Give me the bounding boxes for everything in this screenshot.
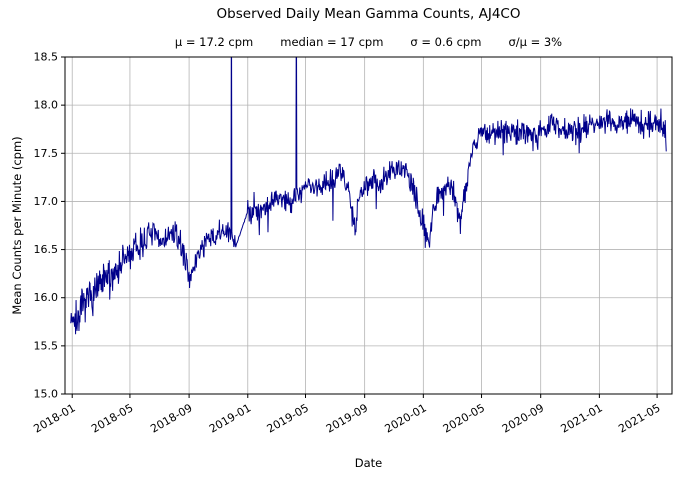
data-series-line — [70, 57, 667, 335]
svg-text:15.5: 15.5 — [34, 339, 59, 352]
stat-median: median = 17 cpm — [280, 35, 384, 49]
svg-text:16.0: 16.0 — [34, 291, 59, 304]
svg-text:2019-01: 2019-01 — [207, 401, 253, 435]
stat-mean: μ = 17.2 cpm — [174, 35, 254, 49]
chart-stats-line: μ = 17.2 cpm median = 17 cpm σ = 0.6 cpm… — [65, 35, 672, 49]
chart-title: Observed Daily Mean Gamma Counts, AJ4CO — [216, 6, 521, 22]
x-axis-label: Date — [354, 456, 383, 470]
gridlines — [65, 56, 672, 395]
svg-text:18.5: 18.5 — [34, 51, 59, 64]
svg-text:2018-01: 2018-01 — [31, 401, 77, 435]
svg-text:2018-05: 2018-05 — [89, 401, 135, 435]
axes-frame — [64, 56, 673, 395]
svg-text:2019-05: 2019-05 — [265, 401, 311, 435]
stat-sigma-over-mu: σ/μ = 3% — [508, 35, 563, 49]
svg-text:2021-05: 2021-05 — [616, 401, 662, 435]
svg-text:15.0: 15.0 — [34, 388, 59, 401]
svg-text:2021-01: 2021-01 — [559, 401, 605, 435]
stat-sigma: σ = 0.6 cpm — [410, 35, 482, 49]
svg-text:18.0: 18.0 — [34, 99, 59, 112]
svg-text:2018-09: 2018-09 — [148, 401, 194, 435]
y-axis-label: Mean Counts per Minute (cpm) — [10, 136, 24, 315]
svg-text:2019-09: 2019-09 — [324, 401, 370, 435]
svg-text:17.0: 17.0 — [34, 195, 59, 208]
axis-ticks: 15.0 15.5 16.0 16.5 17.0 17.5 18.0 18.5 2018-01 2… — [31, 51, 662, 436]
svg-text:2020-01: 2020-01 — [383, 401, 429, 435]
svg-text:16.5: 16.5 — [34, 243, 59, 256]
svg-text:2020-09: 2020-09 — [500, 401, 546, 435]
svg-text:2020-05: 2020-05 — [441, 401, 487, 435]
svg-text:17.5: 17.5 — [34, 147, 59, 160]
